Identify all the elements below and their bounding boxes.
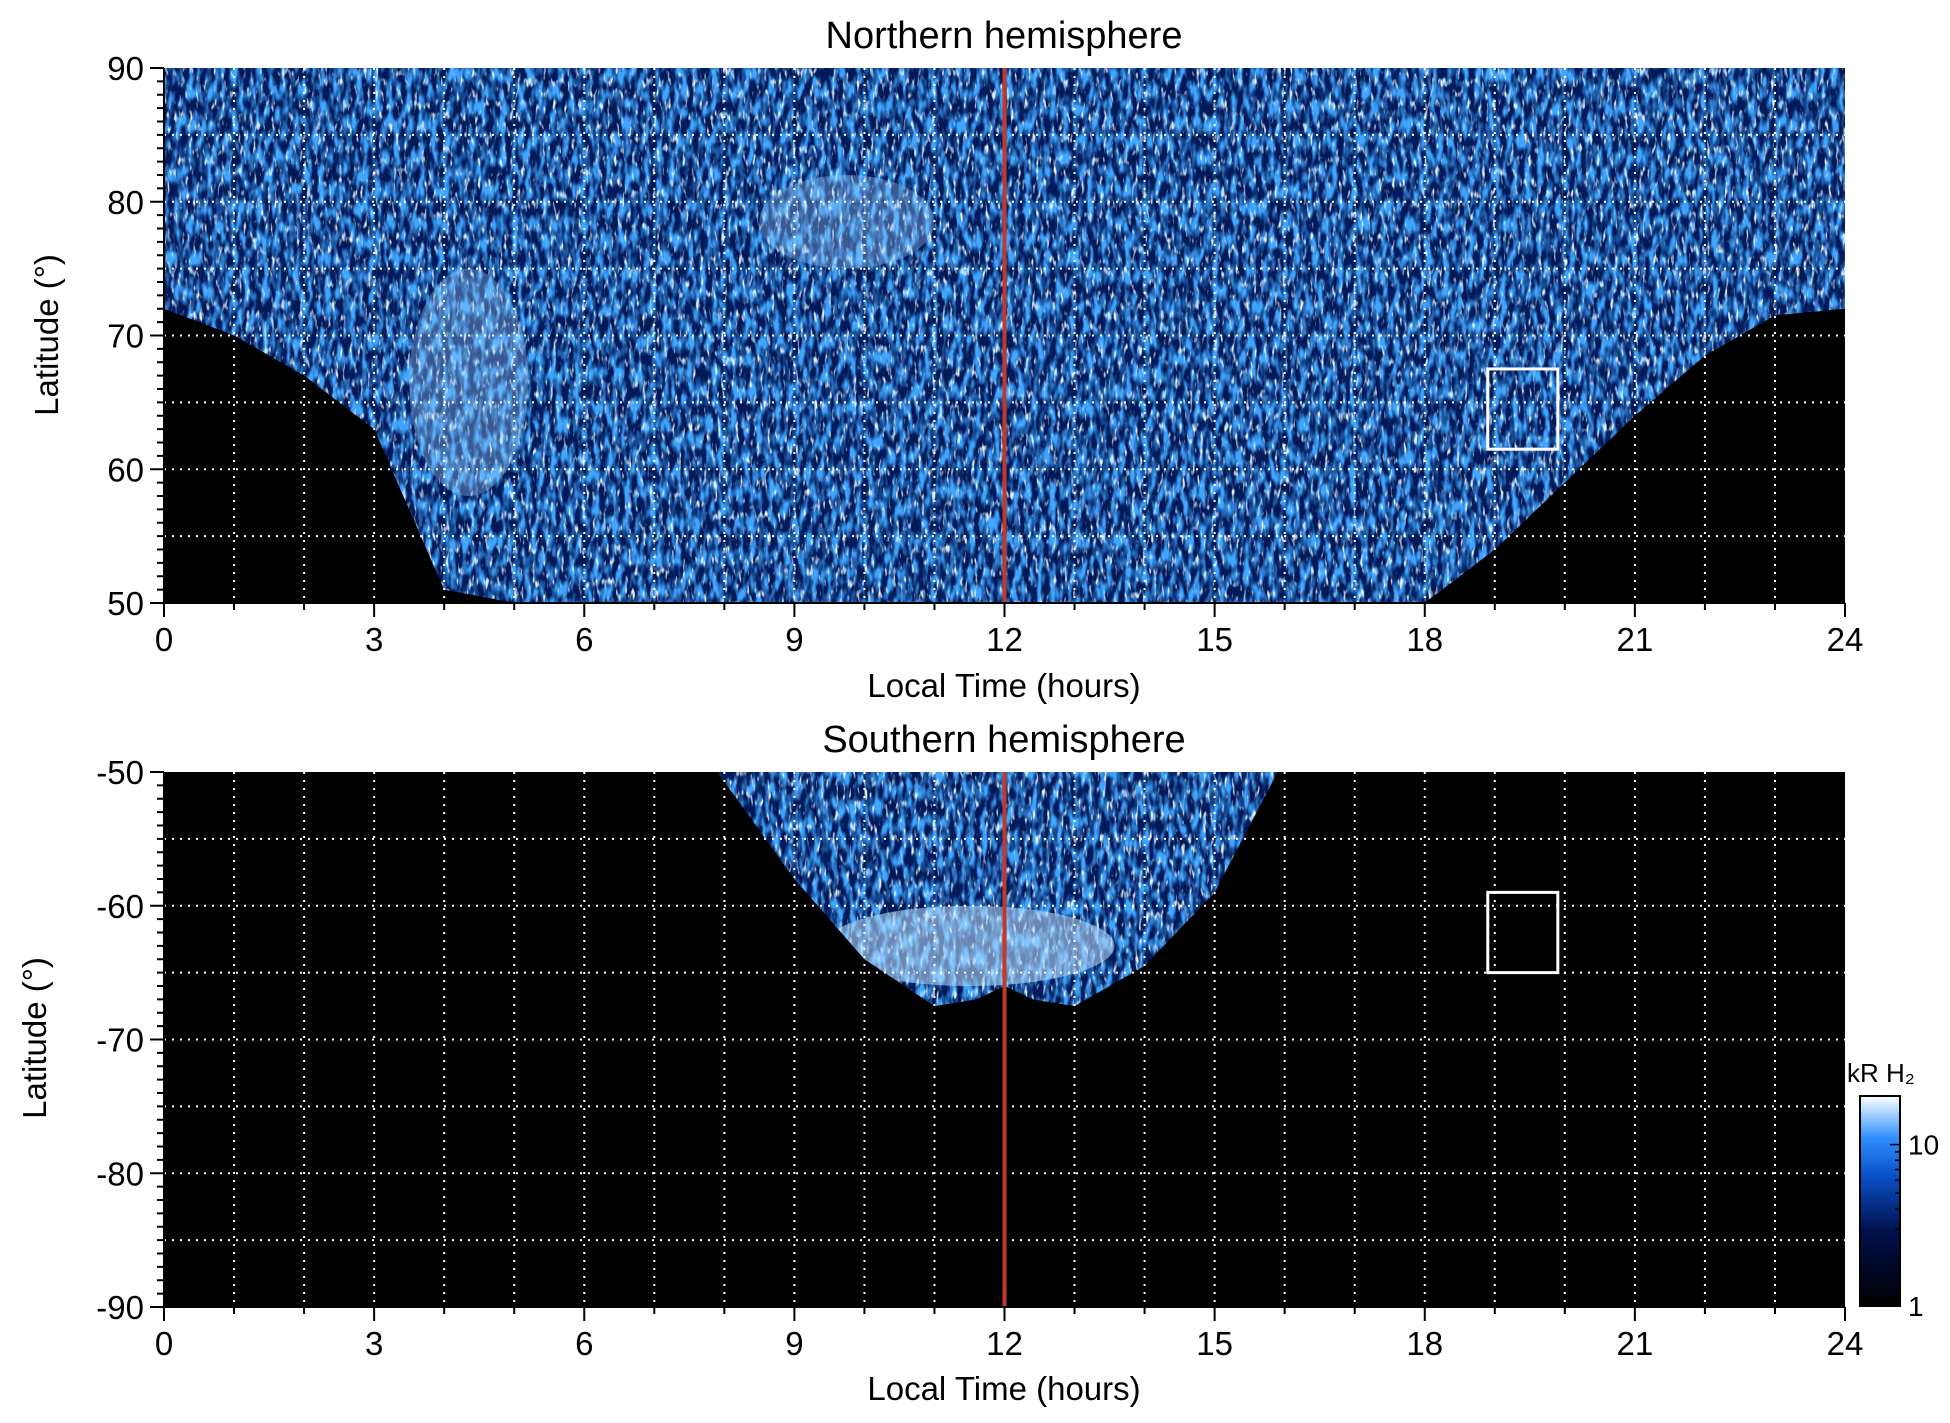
x-tick-label: 24	[1827, 621, 1864, 658]
x-tick-label: 21	[1617, 621, 1654, 658]
northern-x-axis-label: Local Time (hours)	[867, 667, 1140, 704]
y-tick-label: -80	[96, 1155, 144, 1192]
bright-feature	[409, 268, 529, 496]
y-tick-label: -90	[96, 1289, 144, 1326]
northern-panel: Northern hemisphere 0 3 6 9 12 15 18 21 24 50 60 70…	[28, 15, 1863, 704]
x-tick-label: 18	[1406, 1325, 1443, 1362]
northern-axes: 0 3 6 9 12 15 18 21 24 50 60 70 80 90	[107, 50, 1863, 658]
x-tick-label: 9	[785, 621, 803, 658]
southern-highlight-box	[1486, 890, 1560, 975]
y-tick-label: 50	[107, 585, 144, 622]
northern-y-axis-label: Latitude (°)	[28, 254, 65, 416]
colorbar-tick-label: 10	[1908, 1130, 1939, 1161]
x-tick-label: 24	[1827, 1325, 1864, 1362]
y-tick-label: -60	[96, 888, 144, 925]
x-tick-label: 15	[1196, 621, 1233, 658]
y-tick-label: 90	[107, 50, 144, 87]
y-tick-label: -70	[96, 1022, 144, 1059]
colorbar-gradient	[1859, 1095, 1901, 1307]
colorbar-tick-label: 1	[1908, 1291, 1924, 1322]
northern-highlight-box	[1486, 367, 1560, 451]
x-tick-label: 21	[1617, 1325, 1654, 1362]
southern-grid	[164, 772, 1845, 1307]
y-tick-label: -50	[96, 754, 144, 791]
southern-panel: Southern hemisphere 0 3 6 9 12 15 18 21 24 -50 -60…	[16, 719, 1863, 1407]
x-tick-label: 0	[155, 621, 173, 658]
y-tick-label: 70	[107, 318, 144, 355]
bright-feature	[759, 175, 935, 269]
x-tick-label: 15	[1196, 1325, 1233, 1362]
colorbar-label: kR H₂	[1847, 1058, 1915, 1088]
colorbar-ticks: 1 10	[1890, 1095, 1939, 1322]
x-tick-label: 12	[986, 1325, 1023, 1362]
colorbar: kR H₂ 1 10	[1847, 1058, 1939, 1322]
southern-axes: 0 3 6 9 12 15 18 21 24 -50 -60 -70 -80 -90	[96, 754, 1863, 1362]
x-tick-label: 18	[1406, 621, 1443, 658]
bright-band	[824, 905, 1115, 986]
y-tick-label: 60	[107, 451, 144, 488]
x-tick-label: 3	[365, 1325, 383, 1362]
southern-x-axis-label: Local Time (hours)	[867, 1370, 1140, 1407]
y-tick-label: 80	[107, 184, 144, 221]
x-tick-label: 12	[986, 621, 1023, 658]
x-tick-label: 6	[575, 1325, 593, 1362]
x-tick-label: 3	[365, 621, 383, 658]
southern-title: Southern hemisphere	[822, 719, 1185, 761]
x-tick-label: 0	[155, 1325, 173, 1362]
northern-title: Northern hemisphere	[826, 15, 1183, 57]
southern-y-axis-label: Latitude (°)	[16, 957, 53, 1119]
x-tick-label: 9	[785, 1325, 803, 1362]
x-tick-label: 6	[575, 621, 593, 658]
